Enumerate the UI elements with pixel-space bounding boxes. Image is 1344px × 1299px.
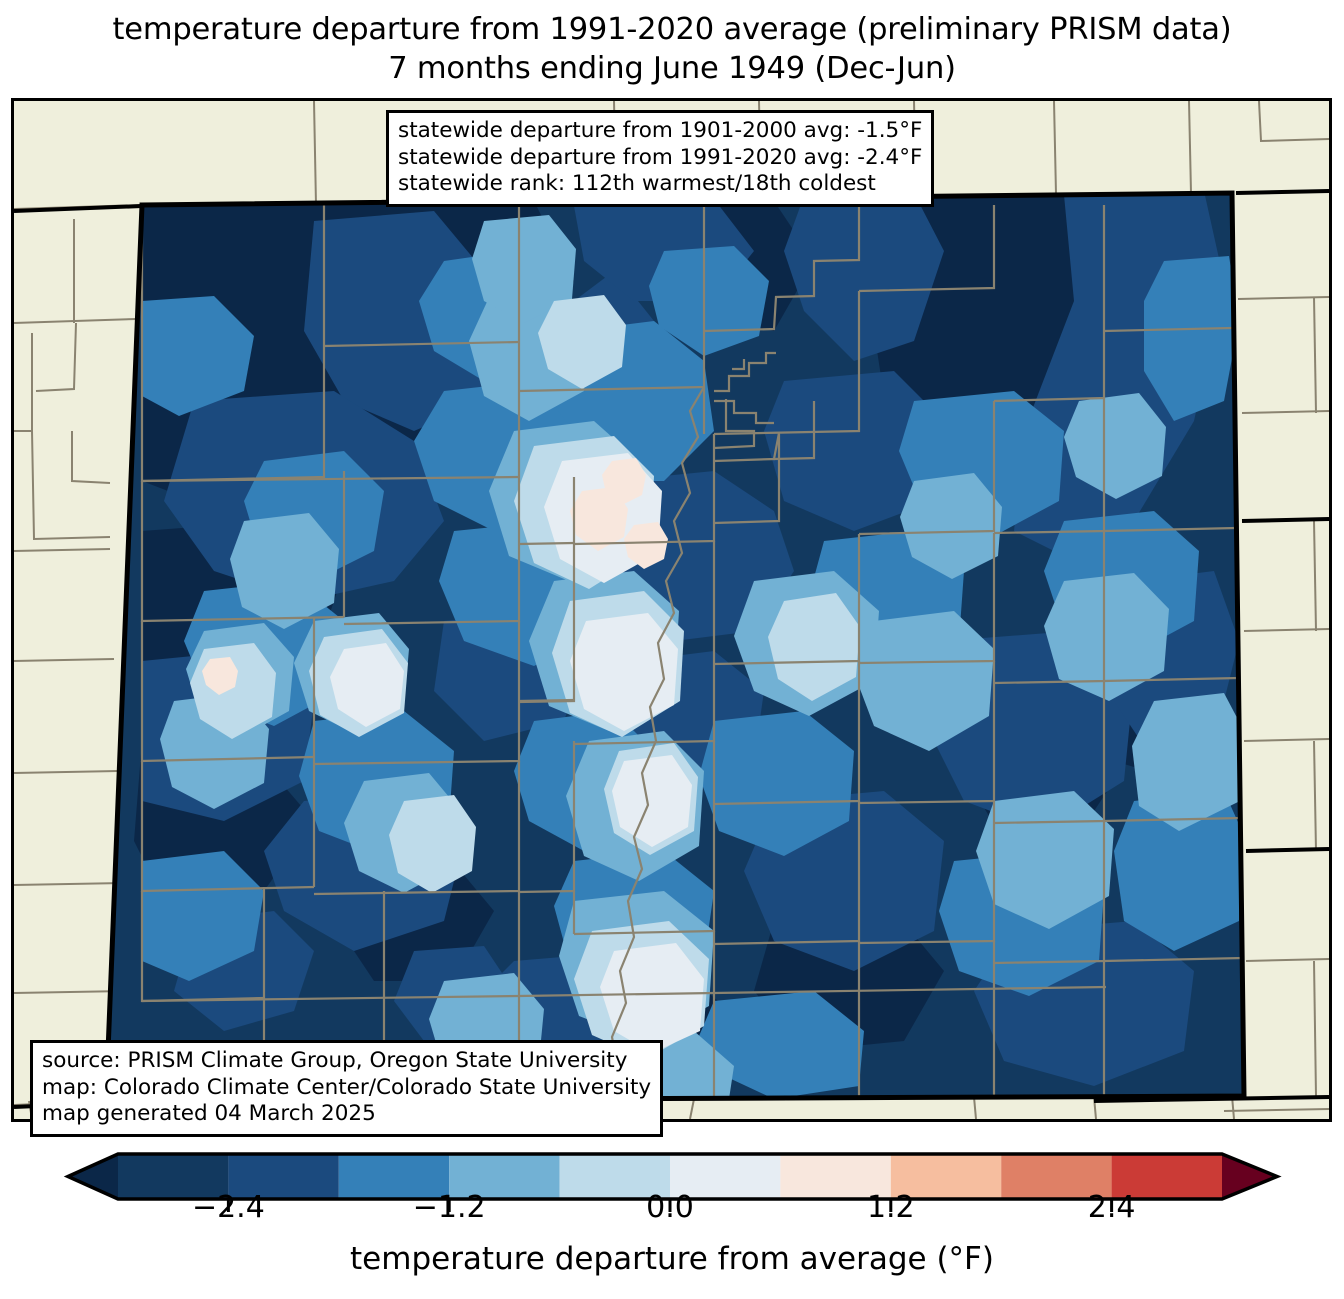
colorado-county-lines [140,205,1244,1100]
colorbar-ticks [226,1199,1114,1212]
colorbar-band [1111,1154,1222,1199]
colorbar-band [228,1154,339,1199]
colorbar-tick-label: 1.2 [866,1190,915,1225]
colorbar-band [118,1154,229,1199]
colorbar-tick-labels: −2.4 −1.2 0.0 1.2 2.4 [0,1191,1344,1235]
title-line-1: temperature departure from 1991-2020 ave… [112,12,1232,47]
stats-line-1: statewide departure from 1901-2000 avg: … [398,118,923,143]
colorbar-band [559,1154,670,1199]
stats-line-3: statewide rank: 112th warmest/18th colde… [398,171,876,196]
colorbar-band [1001,1154,1112,1199]
colorbar-border [63,1152,1282,1201]
colorbar-band [670,1154,781,1199]
source-line-2: map: Colorado Climate Center/Colorado St… [42,1074,652,1100]
temperature-departure-map [14,101,1329,1119]
page-title: temperature departure from 1991-2020 ave… [0,10,1344,88]
colorbar-band [780,1154,891,1199]
colorbar-outline [63,1152,1282,1201]
title-line-2: 7 months ending June 1949 (Dec-Jun) [388,51,956,86]
stats-line-2: statewide departure from 1991-2020 avg: … [398,144,923,170]
colorbar-svg [63,1152,1282,1212]
colorbar-tick-label: −1.2 [412,1190,486,1225]
colorbar-extend-right [1222,1154,1277,1199]
colorbar-tick-label: 0.0 [646,1190,694,1225]
source-credits-box: source: PRISM Climate Group, Oregon Stat… [30,1040,664,1137]
source-line-1: source: PRISM Climate Group, Oregon Stat… [42,1048,628,1073]
colorbar-segments [68,1154,1277,1199]
contour-band-7 [202,458,668,695]
colorbar-band [338,1154,450,1199]
contour-fill-layer [106,193,1244,1101]
colorbar [0,1142,1344,1247]
source-line-3: map generated 04 March 2025 [42,1101,376,1126]
colorbar-band [449,1154,560,1199]
statewide-stats-box: statewide departure from 1901-2000 avg: … [386,110,935,207]
colorbar-extend-left [68,1154,118,1199]
colorbar-tick-label: −2.4 [191,1190,265,1225]
map-panel [11,98,1332,1122]
colorbar-tick-label: 2.4 [1087,1190,1136,1225]
colorbar-axis-label: temperature departure from average (°F) [350,1241,994,1277]
colorbar-band [890,1154,1002,1199]
